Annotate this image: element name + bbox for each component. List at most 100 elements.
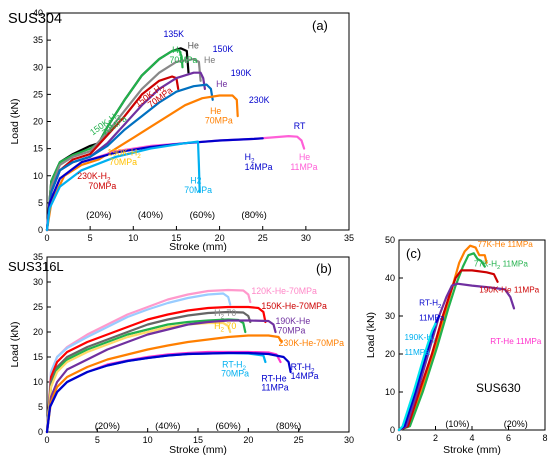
annotation-text: H [214, 308, 220, 318]
material-label: SUS316L [8, 259, 64, 274]
series-line [397, 282, 516, 432]
annotation-text: 11MPa [419, 314, 445, 323]
series-annotation: He [204, 55, 215, 65]
y-tick-label: 15 [33, 352, 43, 362]
series-annotation: 190K-He 11MPa [479, 285, 539, 294]
series-annotation: 70MPa [205, 116, 233, 126]
x-tick-label: 0 [396, 433, 401, 443]
annotation-text: RT-H [222, 360, 242, 370]
annotation-subscript: 2 [178, 51, 182, 58]
x-tick-label: 15 [171, 233, 181, 243]
annotation-text: 120K-He-70MPa [251, 286, 317, 296]
panel-label: (c) [406, 246, 421, 261]
annotation-text: 77K-He 11MPa [477, 240, 533, 249]
y-tick-label: 0 [38, 427, 43, 437]
x-tick-label: 20 [215, 233, 225, 243]
x-tick-label: 0 [44, 233, 49, 243]
y-tick-label: 5 [38, 198, 43, 208]
annotation-text: 150K-He-70MPa [261, 301, 327, 311]
annotation-text: 230K [249, 95, 270, 105]
series-line [45, 140, 201, 232]
series-annotation: 77K-He 11MPa [477, 240, 533, 249]
annotation-text: 14MPa [245, 162, 273, 172]
x-axis-label: Stroke (mm) [169, 444, 227, 456]
series-line [45, 351, 292, 434]
x-tick-label: 2 [433, 433, 438, 443]
annotation-text: H2 [190, 175, 201, 185]
x-tick-label: 4 [469, 433, 474, 443]
y-axis-label: Load (kN) [9, 98, 21, 144]
annotation-subscript: 2 [432, 338, 435, 344]
material-label: SUS630 [476, 381, 521, 395]
annotation-text: 190K-H [404, 333, 432, 342]
annotation-text: RT-He [261, 374, 286, 384]
x-tick-label: 10 [143, 435, 153, 445]
series-annotation: H2 [190, 175, 201, 185]
series-line [45, 334, 283, 434]
x-tick-label: 10 [128, 233, 138, 243]
annotation-tail: 70 [224, 308, 236, 318]
y-tick-label: 20 [33, 117, 43, 127]
series-annotation: 70MPa [88, 181, 116, 191]
annotation-subscript: 2 [497, 265, 500, 271]
series-annotation: 230K-H2 [77, 171, 111, 184]
y-tick-label: 10 [33, 377, 43, 387]
x-tick-label: 8 [542, 433, 547, 443]
y-tick-label: 50 [385, 235, 395, 245]
annotation-text: RT-He 11MPa [490, 337, 542, 346]
y-tick-label: 30 [33, 62, 43, 72]
series-annotation: H2 [172, 45, 182, 58]
series-annotation: RT-H2 [419, 298, 441, 310]
series-line [397, 252, 486, 432]
x-tick-label: 5 [95, 435, 100, 445]
series-line [45, 48, 184, 232]
series-annotation: 70MPa [184, 185, 212, 195]
annotation-subscript: 2 [220, 314, 224, 321]
annotation-subscript: 2 [251, 158, 255, 165]
series-annotation: He [216, 79, 227, 89]
annotation-tail: 70 [224, 321, 236, 331]
series-line [45, 305, 267, 434]
series-annotation: RT-H2 [291, 362, 315, 375]
x-tick-label: 25 [258, 233, 268, 243]
y-tick-label: 25 [33, 302, 43, 312]
annotation-tail: 11MPa [500, 260, 528, 269]
series-annotation: 14MPa [245, 162, 273, 172]
series-line [45, 318, 247, 434]
y-axis-label: Load (kN) [9, 321, 21, 367]
annotation-subscript: 2 [160, 85, 167, 93]
y-tick-label: 20 [385, 349, 395, 359]
annotation-text: 135K [163, 29, 184, 39]
annotation-subscript: 2 [107, 177, 111, 184]
annotation-text: RT-H [291, 362, 311, 372]
annotation-text: H [172, 45, 178, 55]
x-tick-label: 30 [344, 435, 354, 445]
strain-marker: (60%) [216, 421, 241, 432]
x-tick-label: 25 [294, 435, 304, 445]
annotation-text: He [188, 40, 199, 50]
series-annotation: RT-He [261, 374, 286, 384]
y-tick-label: 30 [385, 311, 395, 321]
annotation-text: H [245, 152, 251, 162]
annotation-text: H [214, 321, 220, 331]
series-annotation: 11MPa [261, 383, 288, 393]
series-annotation: 190K [231, 68, 252, 78]
annotation-subscript: 2 [137, 153, 141, 160]
strain-marker: (10%) [445, 419, 469, 429]
y-tick-label: 20 [33, 327, 43, 337]
annotation-text: RT-H [419, 298, 438, 307]
annotation-text: 11MPa [261, 383, 288, 393]
series-annotation: 150K [213, 44, 234, 54]
x-tick-label: 35 [344, 233, 354, 243]
y-tick-label: 30 [33, 277, 43, 287]
x-tick-label: 30 [301, 233, 311, 243]
series-line [45, 319, 277, 434]
strain-marker: (20%) [86, 210, 111, 221]
annotation-text: 70MPa [278, 326, 306, 336]
series-annotation: 230K [249, 95, 270, 105]
annotation-text: 11MPa [290, 162, 317, 172]
annotation-subscript: 2 [220, 327, 224, 334]
annotation-text: 150K [213, 44, 234, 54]
series-annotation: He [210, 106, 221, 116]
